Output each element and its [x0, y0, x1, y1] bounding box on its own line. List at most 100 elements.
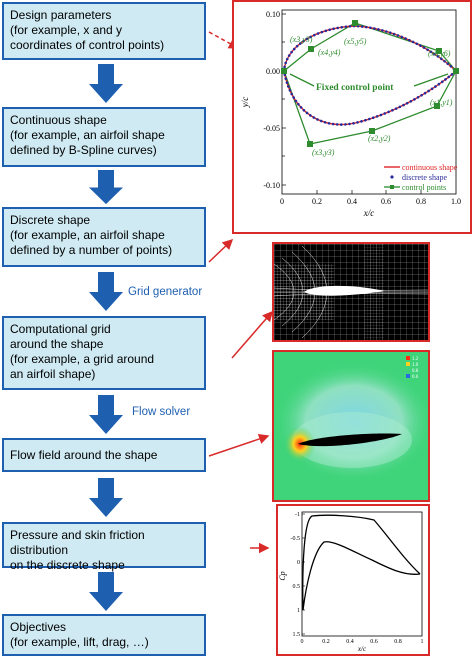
point-label: (x1,y1) [430, 98, 453, 107]
point-label: (x3,y3) [290, 35, 313, 44]
x-tick-label: 0 [280, 197, 284, 206]
step-discrete-shape: Discrete shape (for example, an airfoil … [2, 207, 206, 267]
y-tick-label: -0.5 [291, 536, 301, 542]
flow-legend-entry: 0.8 [412, 369, 419, 374]
x-tick-label: 0.4 [347, 197, 357, 206]
step-objectives: Objectives (for example, lift, drag, …) [2, 614, 206, 656]
point-label: (x6,y6) [428, 49, 451, 58]
airfoil-shape [298, 433, 402, 447]
point-label: (x5,y5) [344, 37, 367, 46]
down-arrow-icon [89, 272, 123, 311]
step-title: Computational grid [10, 322, 111, 336]
step-text: (for example, x and y [10, 23, 123, 37]
flow-field-image: 1.2 1.0 0.8 0.6 [274, 352, 434, 500]
flow-legend-entry: 1.2 [412, 357, 419, 362]
step-text: defined by B-Spline curves) [10, 143, 157, 157]
control-point [434, 103, 440, 109]
step-title: Pressure and skin friction distribution [10, 528, 145, 557]
connector-2 [208, 238, 234, 263]
lower-surface-cp [302, 541, 421, 611]
cp-plot: -1 -0.5 0 0.5 1 1.5 0 0.2 0.4 0.6 0.8 1 … [278, 511, 424, 653]
step-text: an airfoil shape) [10, 367, 96, 381]
step-text: (for example, lift, drag, …) [10, 635, 149, 649]
x-axis-label: x/c [357, 645, 367, 653]
down-arrow-icon [89, 395, 123, 434]
point-label: (x3,y3) [312, 148, 335, 157]
plot-frame [281, 9, 457, 195]
x-tick-label: 0.2 [312, 197, 322, 206]
annotation-arrow [289, 73, 315, 87]
step-flow-field: Flow field around the shape [2, 438, 206, 472]
control-point [436, 48, 442, 54]
down-arrow-icon [89, 478, 123, 517]
y-tick-label: 0.10 [266, 10, 280, 19]
point-label: (x2,y2) [368, 134, 391, 143]
control-point [352, 20, 358, 26]
flow-field-panel: 1.2 1.0 0.8 0.6 [272, 350, 434, 502]
legend-entry: continuous shape [402, 163, 458, 172]
flow-legend-entry: 1.0 [412, 363, 419, 368]
step-title: Continuous shape [10, 113, 107, 127]
upper-surface-cp [302, 514, 421, 611]
step-computational-grid: Computational grid around the shape (for… [2, 316, 206, 390]
airfoil-panel: 0.10 0.00 -0.05 -0.10 0 0.2 0.4 0.6 0.8 … [232, 0, 472, 234]
step-title: Flow field around the shape [10, 448, 158, 462]
x-tick-label: 0.8 [394, 639, 402, 645]
step-continuous-shape: Continuous shape (for example, an airfoi… [2, 107, 206, 167]
x-tick-label: 0.2 [322, 639, 330, 645]
y-tick-label: 0.00 [266, 67, 280, 76]
x-tick-label: 1.0 [451, 197, 461, 206]
y-tick-label: -0.05 [263, 124, 280, 133]
y-tick-label: 0 [297, 560, 300, 566]
airfoil-outline [304, 285, 384, 296]
x-tick-label: 0.8 [416, 197, 426, 206]
airfoil-plot: 0.10 0.00 -0.05 -0.10 0 0.2 0.4 0.6 0.8 … [240, 9, 461, 218]
x-tick-label: 0.6 [370, 639, 378, 645]
down-arrow-icon [89, 572, 123, 611]
x-tick-label: 0.4 [346, 639, 354, 645]
cp-panel: -1 -0.5 0 0.5 1 1.5 0 0.2 0.4 0.6 0.8 1 … [276, 504, 430, 656]
control-point [281, 68, 287, 74]
point-label: (x4,y4) [318, 48, 341, 57]
x-tick-label: 0 [301, 639, 304, 645]
step-title: Objectives [10, 620, 67, 634]
grid-panel [272, 242, 430, 342]
legend-entry: discrete shape [402, 173, 448, 182]
step-design-parameters: Design parameters (for example, x and y … [2, 2, 206, 60]
control-point [453, 68, 459, 74]
x-tick-label: 0.6 [381, 197, 391, 206]
grid-generator-label: Grid generator [128, 286, 203, 298]
annotation-arrow [413, 73, 449, 87]
step-text: (for example, an airfoil shape [10, 228, 165, 242]
x-axis-label: x/c [363, 208, 375, 218]
flow-legend: 1.2 1.0 0.8 0.6 [406, 356, 419, 380]
connector-4 [208, 433, 270, 457]
connector-3 [231, 310, 273, 359]
x-tick-label: 1 [421, 639, 424, 645]
y-axis-label: Cp [278, 571, 287, 580]
step-text: coordinates of control points) [10, 38, 165, 52]
control-point [369, 128, 375, 134]
step-text: (for example, an airfoil shape [10, 128, 165, 142]
step-text: (for example, a grid around [10, 352, 155, 366]
y-tick-label: -1 [295, 512, 300, 518]
step-title: Discrete shape [10, 213, 91, 227]
fixed-control-point-label: Fixed control point [316, 83, 394, 93]
computational-grid-image [273, 244, 429, 340]
legend-entry: control points [402, 183, 446, 192]
plot-frame [301, 511, 423, 637]
step-text: around the shape [10, 337, 104, 351]
step-text: defined by a number of points) [10, 243, 173, 257]
step-pressure-distribution: Pressure and skin friction distribution … [2, 522, 206, 572]
legend: continuous shape discrete shape control … [384, 163, 458, 192]
flow-solver-label: Flow solver [132, 406, 191, 418]
control-point [308, 46, 314, 52]
step-title: Design parameters [10, 8, 112, 22]
y-tick-label: 1.5 [293, 632, 301, 638]
y-tick-label: 1 [297, 608, 300, 614]
y-tick-label: -0.10 [263, 181, 280, 190]
control-point [307, 141, 313, 147]
down-arrow-icon [89, 64, 123, 103]
flow-legend-entry: 0.6 [412, 375, 419, 380]
y-tick-label: 0.5 [293, 584, 301, 590]
